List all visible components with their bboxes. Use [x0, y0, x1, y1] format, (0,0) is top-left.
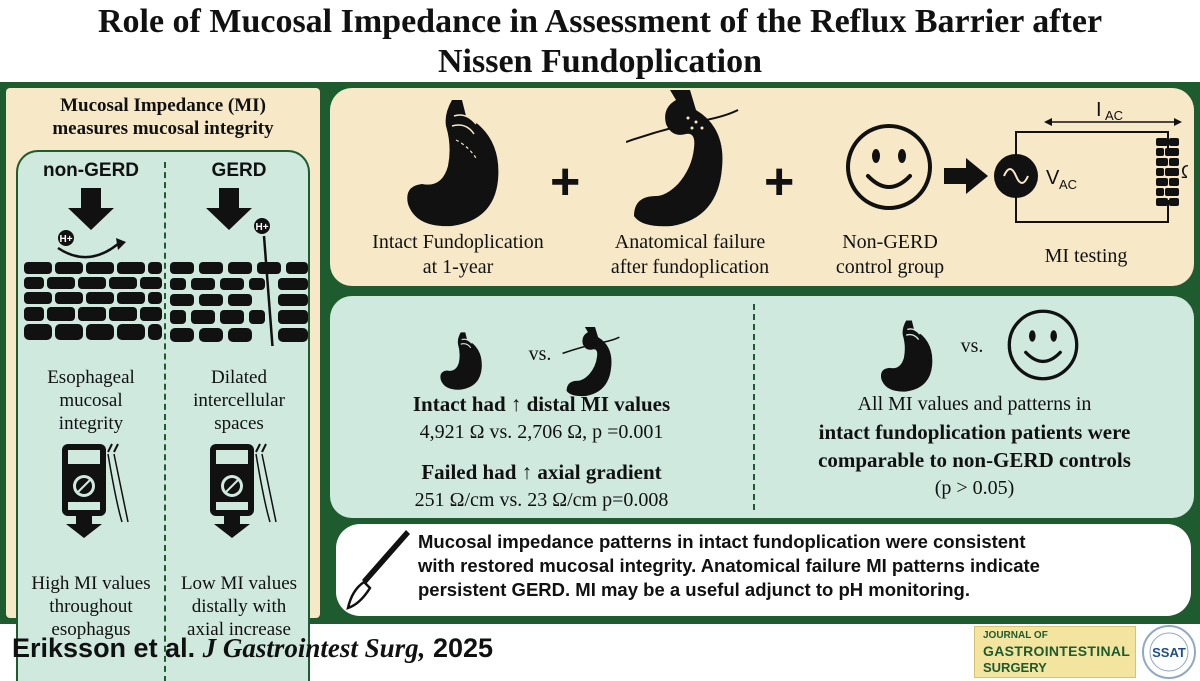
- gerd-column: GERD H+ Dilated intercellular spaces: [166, 152, 312, 681]
- non-gerd-label: non-GERD: [42, 160, 140, 181]
- ssat-logo: SSAT: [1142, 625, 1196, 679]
- heading-line-2: measures mucosal integrity: [52, 118, 274, 139]
- h-ion-label: H+: [255, 222, 268, 233]
- plus-sign: +: [550, 153, 581, 211]
- results-panel: vs. Intact had ↑ distal MI values 4,921 …: [330, 296, 1194, 518]
- non-gerd-mi-text: High MI values throughout esophagus: [31, 573, 151, 640]
- detail-distal-mi: 4,921 Ω vs. 2,706 Ω, p =0.001: [419, 421, 664, 443]
- ssat-text: SSAT: [1152, 645, 1186, 660]
- journal-logo: JOURNAL OF GASTROINTESTINAL SURGERY: [974, 626, 1136, 678]
- intact-mucosa-icon: H+: [24, 188, 162, 340]
- failed-fundoplication-stomach-icon: [626, 90, 739, 227]
- non-gerd-mucosa-text: Esophageal mucosal integrity: [47, 367, 135, 434]
- gerd-label: GERD: [211, 160, 267, 181]
- dilated-mucosa-icon: H+: [170, 188, 308, 346]
- finding-axial-gradient: Failed had ↑ axial gradient: [421, 460, 662, 484]
- infographic-title: Role of Mucosal Impedance in Assessment …: [0, 2, 1200, 82]
- title-line-1: Role of Mucosal Impedance in Assessment …: [97, 3, 1103, 40]
- non-gerd-column: non-GERD H+ Esophageal mucosal integri: [18, 152, 164, 681]
- citation: Eriksson et al. J Gastrointest Surg, 202…: [12, 630, 493, 666]
- intact-fundoplication-stomach-icon: [407, 100, 499, 227]
- study-groups-panel: Intact Fundoplication at 1-year + Anatom…: [330, 88, 1194, 286]
- failed-caption: Anatomical failure after fundoplication: [610, 231, 770, 278]
- current-subscript: AC: [1105, 108, 1123, 123]
- current-label: I: [1096, 99, 1102, 121]
- voltage-label: V: [1046, 167, 1060, 189]
- h-ion-label: H+: [59, 234, 72, 245]
- multimeter-icon: [210, 443, 277, 538]
- mi-explainer-heading: Mucosal Impedance (MI) measures mucosal …: [6, 94, 320, 140]
- mi-circuit-diagram: I AC V AC Ω: [994, 99, 1188, 223]
- citation-authors: Eriksson et al.: [12, 633, 196, 663]
- gerd-mucosa-text: Dilated intercellular spaces: [193, 367, 285, 434]
- control-comparison-pvalue: (p > 0.05): [934, 477, 1015, 499]
- conclusion-panel: Mucosal impedance patterns in intact fun…: [336, 524, 1191, 616]
- mi-testing-caption: MI testing: [1044, 245, 1128, 267]
- citation-journal: J Gastrointest Surg,: [202, 633, 426, 663]
- scalpel-icon: [346, 530, 410, 610]
- smiley-face-icon: [1007, 309, 1079, 381]
- vs-label: vs.: [528, 343, 552, 365]
- multimeter-icon: [62, 443, 129, 538]
- plus-sign: +: [764, 153, 795, 211]
- gerd-comparison-box: non-GERD H+ Esophageal mucosal integri: [16, 150, 310, 681]
- citation-year: 2025: [432, 633, 494, 663]
- heading-line-1: Mucosal Impedance (MI): [60, 95, 266, 116]
- right-arrow-icon: [944, 158, 988, 194]
- title-line-2: Nissen Fundoplication: [437, 43, 763, 80]
- intact-caption: Intact Fundoplication at 1-year: [372, 231, 544, 278]
- failed-stomach-icon: [562, 327, 620, 397]
- resistance-symbol: Ω: [1181, 162, 1188, 182]
- control-comparison-line-1: All MI values and patterns in: [857, 393, 1092, 415]
- column-divider: [164, 162, 166, 681]
- results-divider: [753, 304, 755, 510]
- finding-distal-mi: Intact had ↑ distal MI values: [412, 392, 671, 416]
- gerd-mi-text: Low MI values distally with axial increa…: [180, 573, 298, 640]
- intact-stomach-icon: [880, 320, 933, 392]
- detail-axial-gradient: 251 Ω/cm vs. 23 Ω/cm p=0.008: [414, 489, 669, 511]
- vs-label: vs.: [960, 335, 984, 357]
- smiley-face-icon: [846, 124, 932, 210]
- control-comparison-line-3: comparable to non-GERD controls: [818, 448, 1131, 472]
- control-caption: Non-GERD control group: [835, 231, 945, 278]
- intact-stomach-icon: [440, 332, 482, 390]
- mi-explainer-panel: Mucosal Impedance (MI) measures mucosal …: [6, 88, 320, 681]
- conclusion-text: Mucosal impedance patterns in intact fun…: [418, 531, 1040, 600]
- voltage-subscript: AC: [1059, 177, 1077, 192]
- control-comparison-line-2: intact fundoplication patients were: [818, 420, 1131, 444]
